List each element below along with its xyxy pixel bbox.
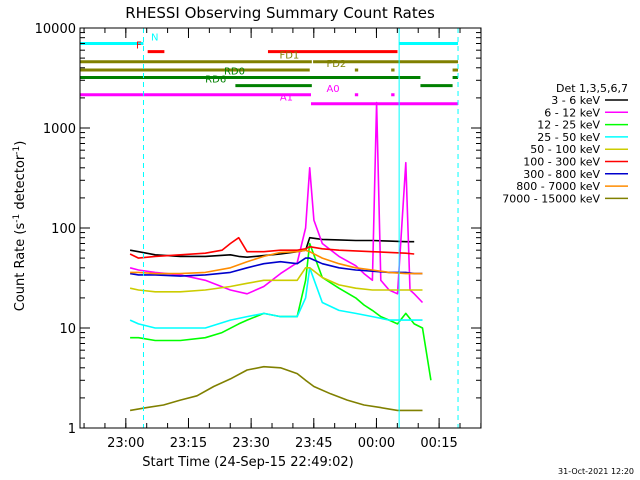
- flag-label-rd0: RD0: [224, 66, 245, 77]
- series-line: [129, 266, 423, 329]
- flag-label-rd6: RD6: [205, 75, 226, 86]
- legend-label: 12 - 25 keV: [537, 119, 600, 132]
- x-tick-label: 23:15: [170, 436, 207, 451]
- x-axis-label: Start Time (24-Sep-15 22:49:02): [142, 455, 353, 470]
- chart-title: RHESSI Observing Summary Count Rates: [125, 4, 435, 22]
- series-line: [129, 236, 415, 259]
- x-tick-label: 00:15: [420, 436, 457, 451]
- y-axis-label-exp1: -1: [12, 214, 22, 223]
- x-tick-label: 23:45: [295, 436, 332, 451]
- y-axis-label-mid: detector: [13, 154, 28, 214]
- y-tick-label: 1: [68, 422, 76, 437]
- legend-title: Det 1,3,5,6,7: [556, 82, 628, 95]
- legend-label: 300 - 800 keV: [523, 168, 600, 181]
- x-tick-label: 23:30: [232, 436, 269, 451]
- y-axis-label: Count Rate (s-1 detector-1): [12, 141, 28, 312]
- y-axis: 1 10 100 1000 10000: [35, 22, 481, 437]
- y-tick-label: 10000: [35, 22, 76, 37]
- flag-label-fd1: FD1: [279, 51, 299, 62]
- flag-label-n: N: [151, 32, 158, 43]
- legend-label: 100 - 300 keV: [523, 156, 600, 169]
- x-tick-label: 00:00: [358, 436, 395, 451]
- y-axis-label-exp2: -1: [12, 146, 22, 155]
- legend-label: 800 - 7000 keV: [516, 180, 600, 193]
- y-axis-label-main: Count Rate (s: [13, 223, 28, 312]
- flag-label-a1: A1: [280, 93, 293, 104]
- series-line: [129, 266, 423, 293]
- flag-label-f: F: [136, 41, 142, 52]
- y-tick-label: 100: [51, 222, 76, 237]
- y-axis-label-end: ): [13, 141, 28, 146]
- flag-label-a0: A0: [326, 84, 339, 95]
- legend-label: 3 - 6 keV: [551, 94, 600, 107]
- y-tick-label: 1000: [43, 122, 76, 137]
- x-tick-label: 23:00: [107, 436, 144, 451]
- series-lines: [129, 101, 432, 412]
- legend-label: 25 - 50 keV: [537, 131, 600, 144]
- y-tick-label: 10: [59, 322, 76, 337]
- series-line: [130, 242, 432, 381]
- legend-label: 6 - 12 keV: [544, 106, 600, 119]
- flag-label-fd2: FD2: [326, 59, 346, 70]
- legend-label: 7000 - 15000 keV: [502, 192, 600, 205]
- series-line: [129, 101, 424, 304]
- legend-label: 50 - 100 keV: [530, 143, 600, 156]
- x-axis: 23:00 23:15 23:30 23:45 00:00 00:15: [83, 28, 482, 451]
- series-line: [129, 365, 423, 412]
- timestamp: 31-Oct-2021 12:20: [558, 467, 634, 476]
- series-line: [130, 249, 423, 275]
